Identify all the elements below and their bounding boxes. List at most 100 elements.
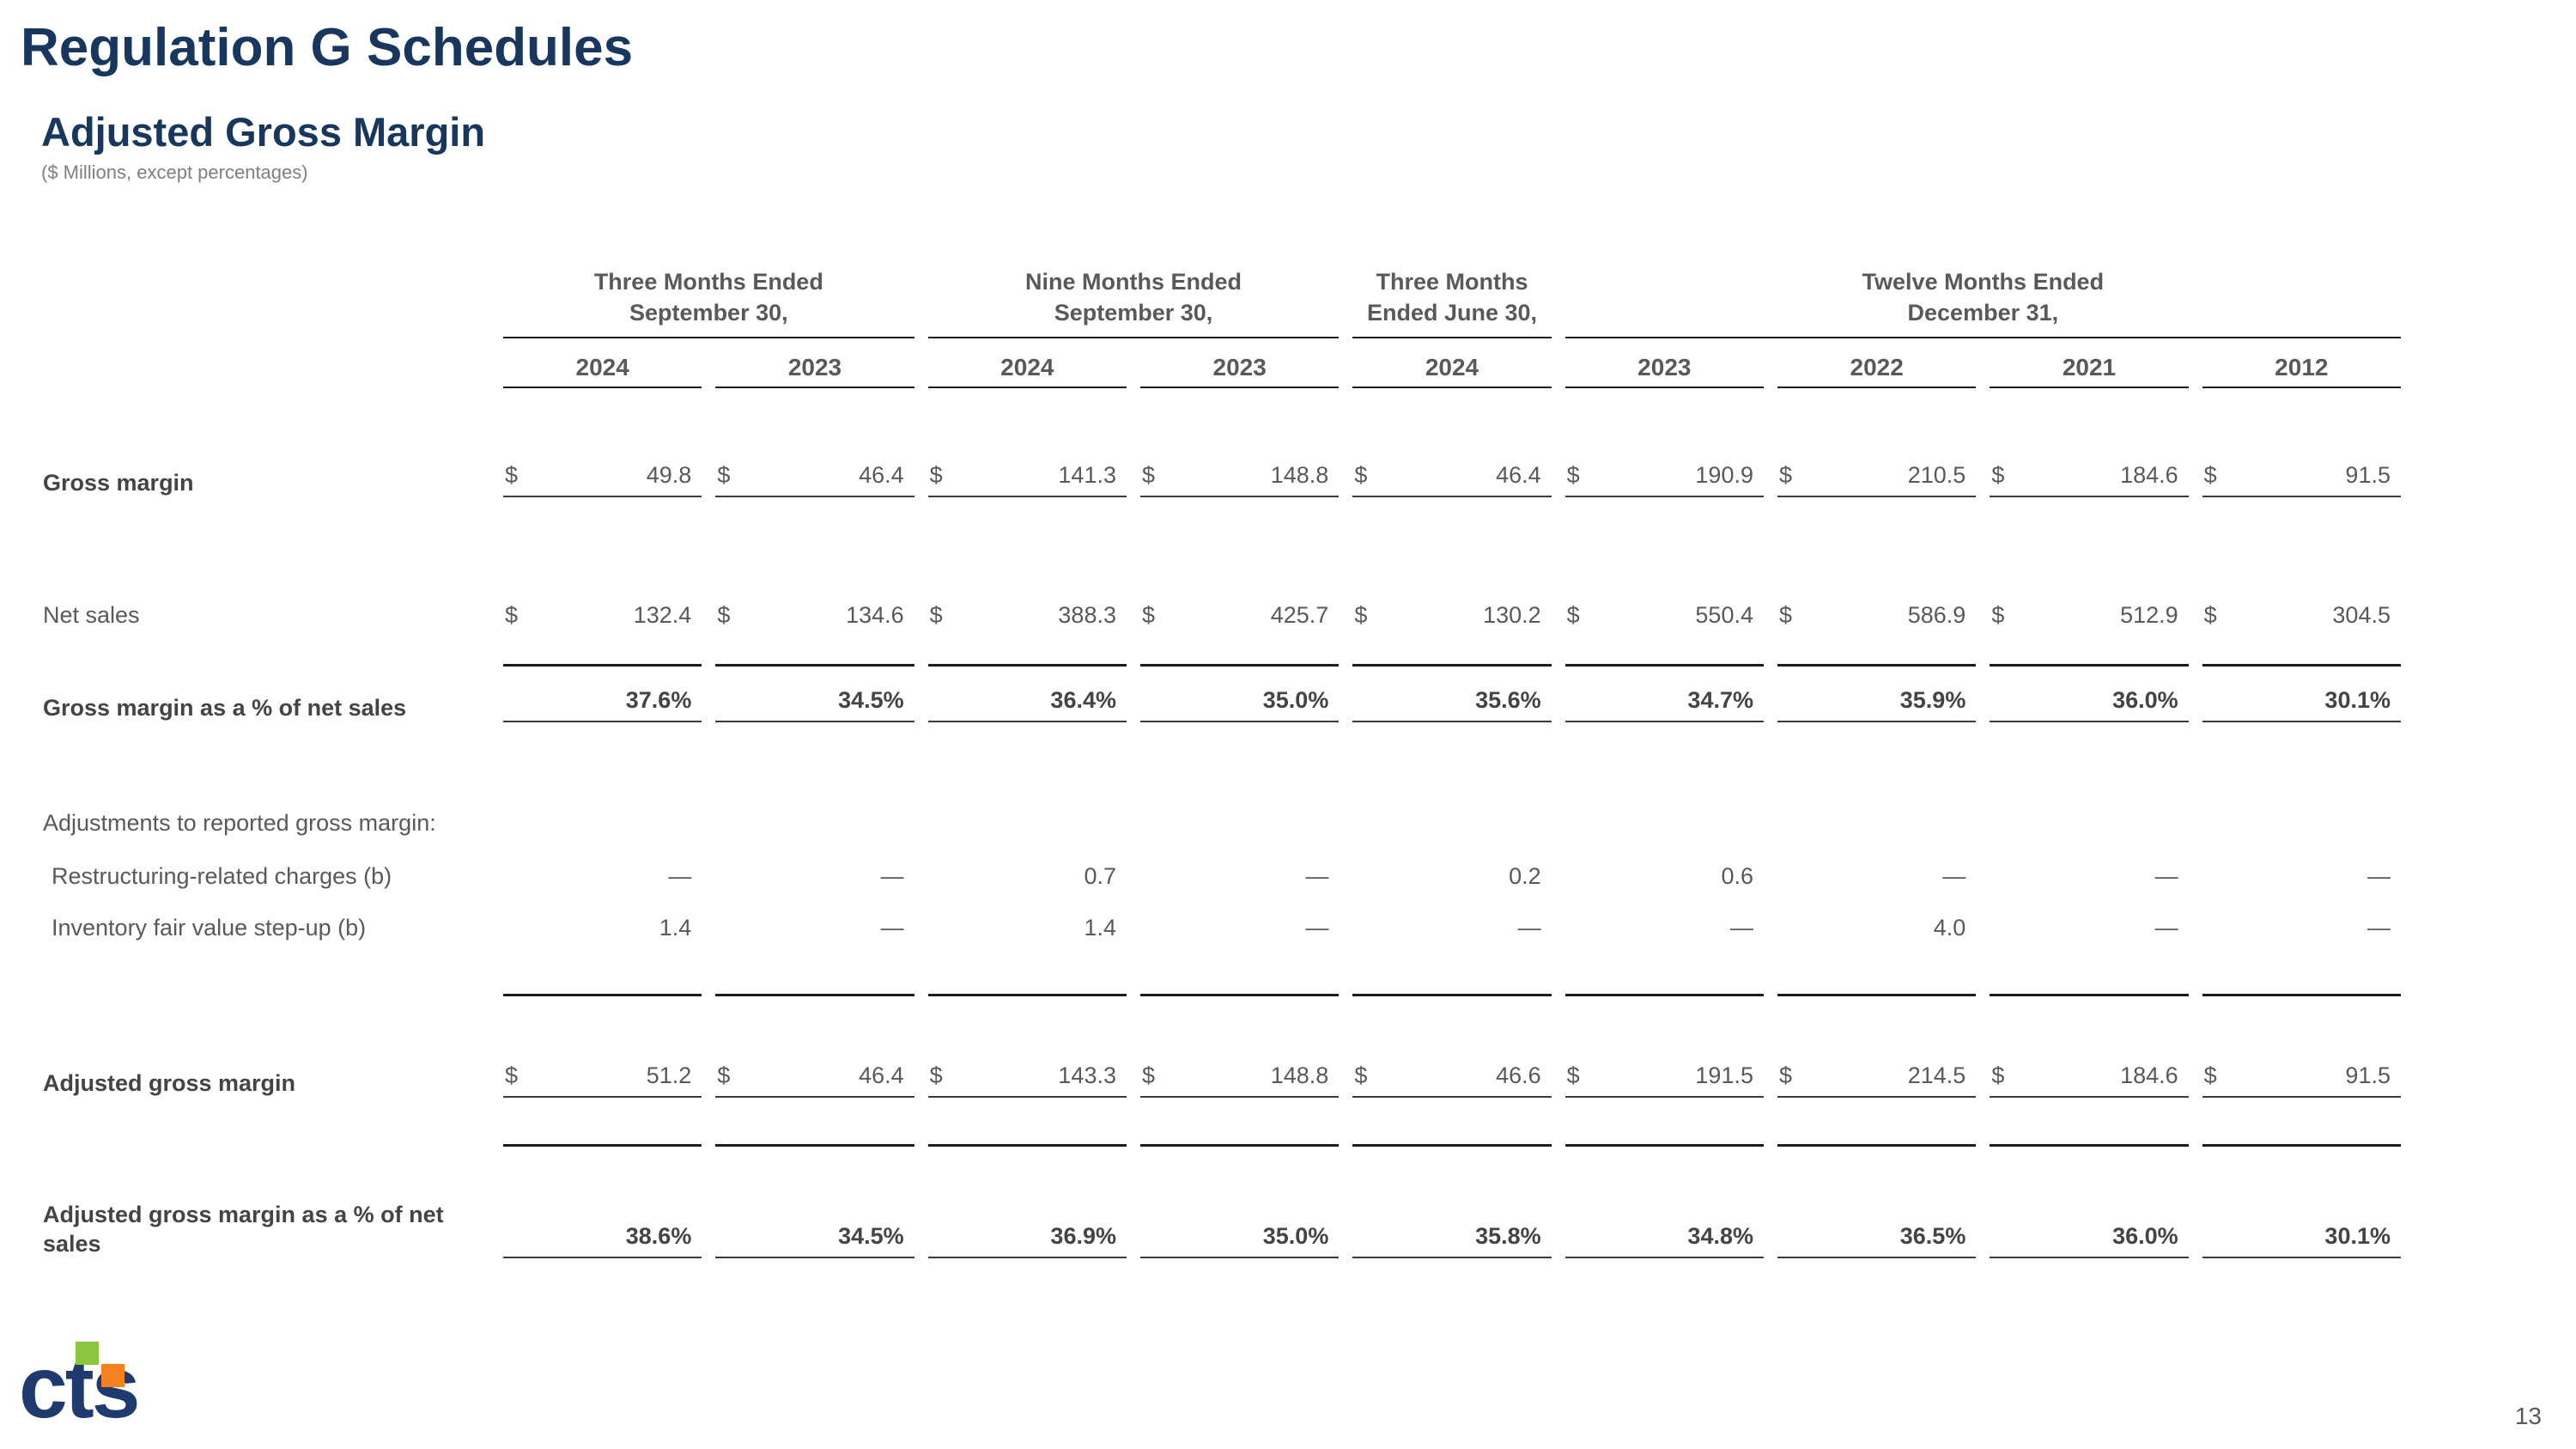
column-rule bbox=[1564, 993, 1764, 996]
column-rule bbox=[1564, 1143, 1764, 1147]
page-title: Regulation G Schedules bbox=[21, 18, 634, 77]
year-header: 2021 bbox=[1990, 354, 2189, 388]
dollar-sign: $ bbox=[1991, 461, 2005, 488]
cell-value: 38.6% bbox=[625, 1222, 692, 1249]
value-cell: $134.6 bbox=[715, 600, 914, 630]
row-label: Net sales bbox=[43, 601, 140, 628]
value-cell: — bbox=[2202, 913, 2401, 942]
table-row: Net sales $132.4 $134.6 $388.3 $425.7 $130.2 $… bbox=[43, 600, 2401, 630]
table-row: Gross margin $49.8 $46.4 $141.3 $148.8 $46.4 $… bbox=[43, 460, 2401, 497]
dollar-sign: $ bbox=[1354, 1062, 1368, 1088]
year-header: 2024 bbox=[1352, 354, 1552, 388]
value-cell: 35.9% bbox=[1777, 685, 1977, 722]
value-cell: 38.6% bbox=[503, 1221, 702, 1258]
table-row: Inventory fair value step-up (b) 1.4 — 1.4 —… bbox=[43, 913, 2401, 942]
column-rule bbox=[715, 1143, 914, 1147]
logo-green-square bbox=[76, 1342, 99, 1365]
column-group-header: Three Months Ended September 30, bbox=[503, 266, 914, 338]
column-rule bbox=[2202, 1143, 2401, 1147]
units-note: ($ Millions, except percentages) bbox=[41, 161, 308, 183]
value-cell: $388.3 bbox=[928, 600, 1127, 630]
cell-value: 512.9 bbox=[2120, 601, 2178, 628]
rule-row bbox=[43, 663, 2401, 667]
year-header: 2024 bbox=[927, 354, 1127, 388]
column-rule bbox=[1139, 993, 1340, 996]
dollar-sign: $ bbox=[505, 1062, 519, 1088]
cell-value: — bbox=[2366, 914, 2391, 941]
value-cell: $46.6 bbox=[1352, 1061, 1552, 1098]
value-cell: 37.6% bbox=[503, 685, 702, 722]
column-rule bbox=[927, 663, 1127, 667]
column-group-header: Twelve Months Ended December 31, bbox=[1564, 266, 2401, 338]
column-rule bbox=[1777, 663, 1977, 667]
cell-value: — bbox=[1305, 862, 1329, 889]
row-label: Restructuring-related charges (b) bbox=[52, 862, 392, 889]
cell-value: 191.5 bbox=[1695, 1062, 1753, 1088]
cts-logo: cts bbox=[19, 1340, 208, 1447]
dollar-sign: $ bbox=[1778, 461, 1793, 488]
dollar-sign: $ bbox=[2203, 461, 2217, 488]
cell-value: 35.8% bbox=[1475, 1222, 1541, 1249]
column-rule bbox=[2202, 663, 2401, 667]
value-cell: 4.0 bbox=[1777, 913, 1976, 942]
column-rule bbox=[1990, 1143, 2189, 1147]
cell-value: 190.9 bbox=[1695, 461, 1753, 488]
value-cell: $512.9 bbox=[1990, 600, 2188, 630]
page-number: 13 bbox=[2514, 1403, 2542, 1429]
value-cell: 36.0% bbox=[1990, 1221, 2189, 1258]
year-header: 2023 bbox=[715, 354, 914, 388]
column-rule bbox=[927, 1143, 1127, 1147]
cell-value: 586.9 bbox=[1907, 601, 1966, 628]
column-rule bbox=[1352, 663, 1552, 667]
cell-value: — bbox=[880, 862, 904, 889]
value-cell: — bbox=[2202, 861, 2401, 891]
value-cell: 36.0% bbox=[1990, 685, 2189, 722]
value-cell: — bbox=[1777, 861, 1976, 891]
cell-value: 91.5 bbox=[2345, 1062, 2391, 1088]
column-rule bbox=[503, 993, 702, 996]
dollar-sign: $ bbox=[929, 601, 943, 628]
rule-row bbox=[43, 1143, 2401, 1147]
dollar-sign: $ bbox=[505, 601, 519, 628]
cell-value: 134.6 bbox=[846, 601, 904, 628]
value-cell: 35.0% bbox=[1139, 1221, 1340, 1258]
column-rule bbox=[715, 663, 914, 667]
dollar-sign: $ bbox=[1566, 1062, 1580, 1088]
column-rule bbox=[927, 993, 1127, 996]
dollar-sign: $ bbox=[929, 1062, 943, 1088]
column-rule bbox=[2202, 993, 2401, 996]
dollar-sign: $ bbox=[717, 461, 731, 488]
value-cell: 36.4% bbox=[927, 685, 1127, 722]
value-cell: — bbox=[715, 861, 914, 891]
cell-value: — bbox=[668, 862, 692, 889]
column-group-header-line: Three Months bbox=[1376, 268, 1528, 295]
cell-value: 304.5 bbox=[2332, 601, 2391, 628]
cell-value: 130.2 bbox=[1483, 601, 1541, 628]
column-group-header-line: December 31, bbox=[1907, 299, 2059, 326]
row-label: Gross margin as a % of net sales bbox=[43, 694, 407, 721]
cell-value: 37.6% bbox=[625, 686, 692, 713]
cell-value: 141.3 bbox=[1058, 461, 1116, 488]
cell-value: 36.0% bbox=[2112, 686, 2178, 713]
cell-value: 425.7 bbox=[1270, 601, 1329, 628]
column-rule bbox=[503, 663, 702, 667]
cell-value: — bbox=[1729, 914, 1753, 941]
cell-value: 46.6 bbox=[1496, 1062, 1541, 1088]
value-cell: — bbox=[1990, 913, 2188, 942]
column-rule bbox=[1139, 663, 1340, 667]
dollar-sign: $ bbox=[1991, 1062, 2005, 1088]
value-cell: $46.4 bbox=[715, 1061, 914, 1098]
dollar-sign: $ bbox=[505, 461, 519, 488]
cell-value: 36.5% bbox=[1899, 1222, 1966, 1249]
row-label: Gross margin bbox=[43, 469, 194, 496]
value-cell: 36.5% bbox=[1777, 1221, 1977, 1258]
year-header: 2024 bbox=[503, 354, 702, 388]
value-cell: 1.4 bbox=[503, 913, 702, 942]
value-cell: $191.5 bbox=[1564, 1061, 1764, 1098]
value-cell: $143.3 bbox=[927, 1061, 1127, 1098]
cell-value: 4.0 bbox=[1933, 914, 1966, 941]
dollar-sign: $ bbox=[1566, 461, 1580, 488]
year-header-row: 2024 2023 2024 2023 2024 2023 2022 2021 2012 bbox=[43, 354, 2401, 388]
column-group-header: Three Months Ended June 30, bbox=[1352, 266, 1552, 338]
